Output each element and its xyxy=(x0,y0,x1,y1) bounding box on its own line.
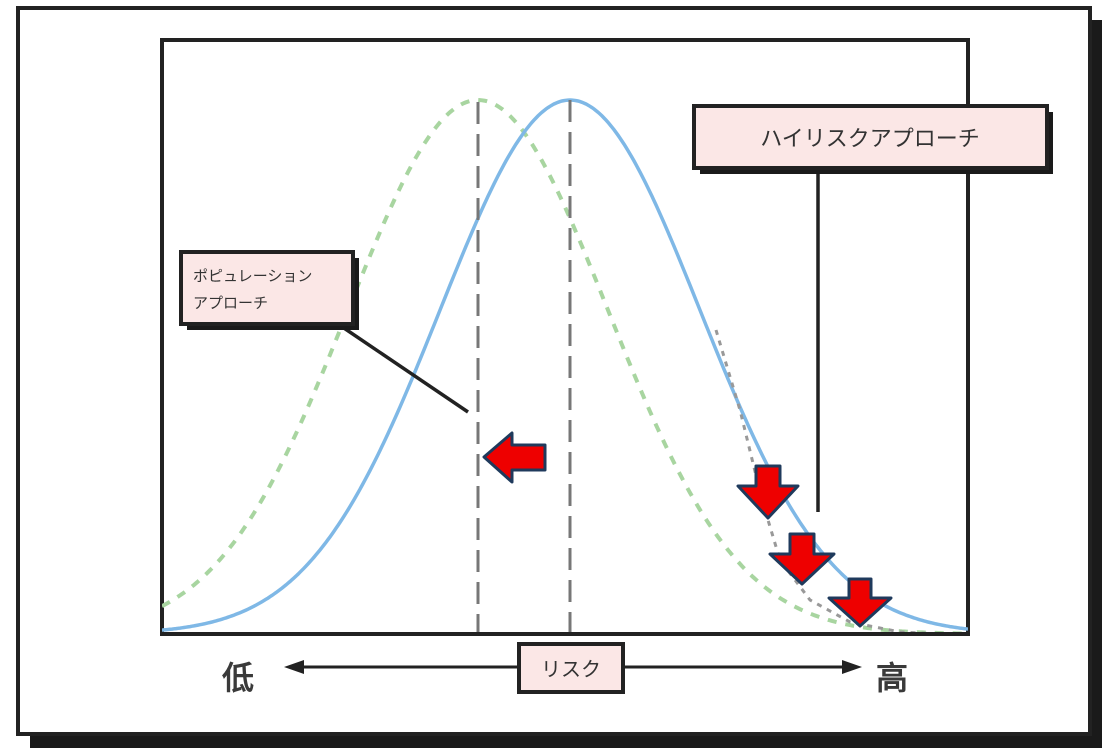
high-risk-label-box xyxy=(692,104,1049,170)
high-risk-shift-dotted-curve xyxy=(714,329,941,634)
high-risk-arrow-2 xyxy=(768,532,836,586)
risk-label: リスク xyxy=(541,657,601,681)
shifted-distribution-curve xyxy=(162,97,968,634)
population-label-line2: アプローチ xyxy=(193,294,268,312)
risk-label-box xyxy=(517,642,625,694)
high-label: 高 xyxy=(876,659,908,697)
low-label: 低 xyxy=(222,659,254,697)
population-label-box xyxy=(179,250,355,326)
population-leader-line xyxy=(334,320,469,414)
current-distribution-curve xyxy=(162,98,968,632)
population-label-line1: ポピュレーション xyxy=(193,267,312,285)
risk-axis-right-arrowhead xyxy=(842,660,862,674)
population-approach-label: ポピュレーション アプローチ xyxy=(193,267,317,312)
high-risk-arrow-3 xyxy=(827,577,893,628)
population-shift-arrow xyxy=(482,431,547,484)
high-risk-arrow-1 xyxy=(736,464,800,520)
high-risk-approach-label: ハイリスクアプローチ xyxy=(760,127,980,152)
risk-axis-left-arrowhead xyxy=(284,660,304,674)
